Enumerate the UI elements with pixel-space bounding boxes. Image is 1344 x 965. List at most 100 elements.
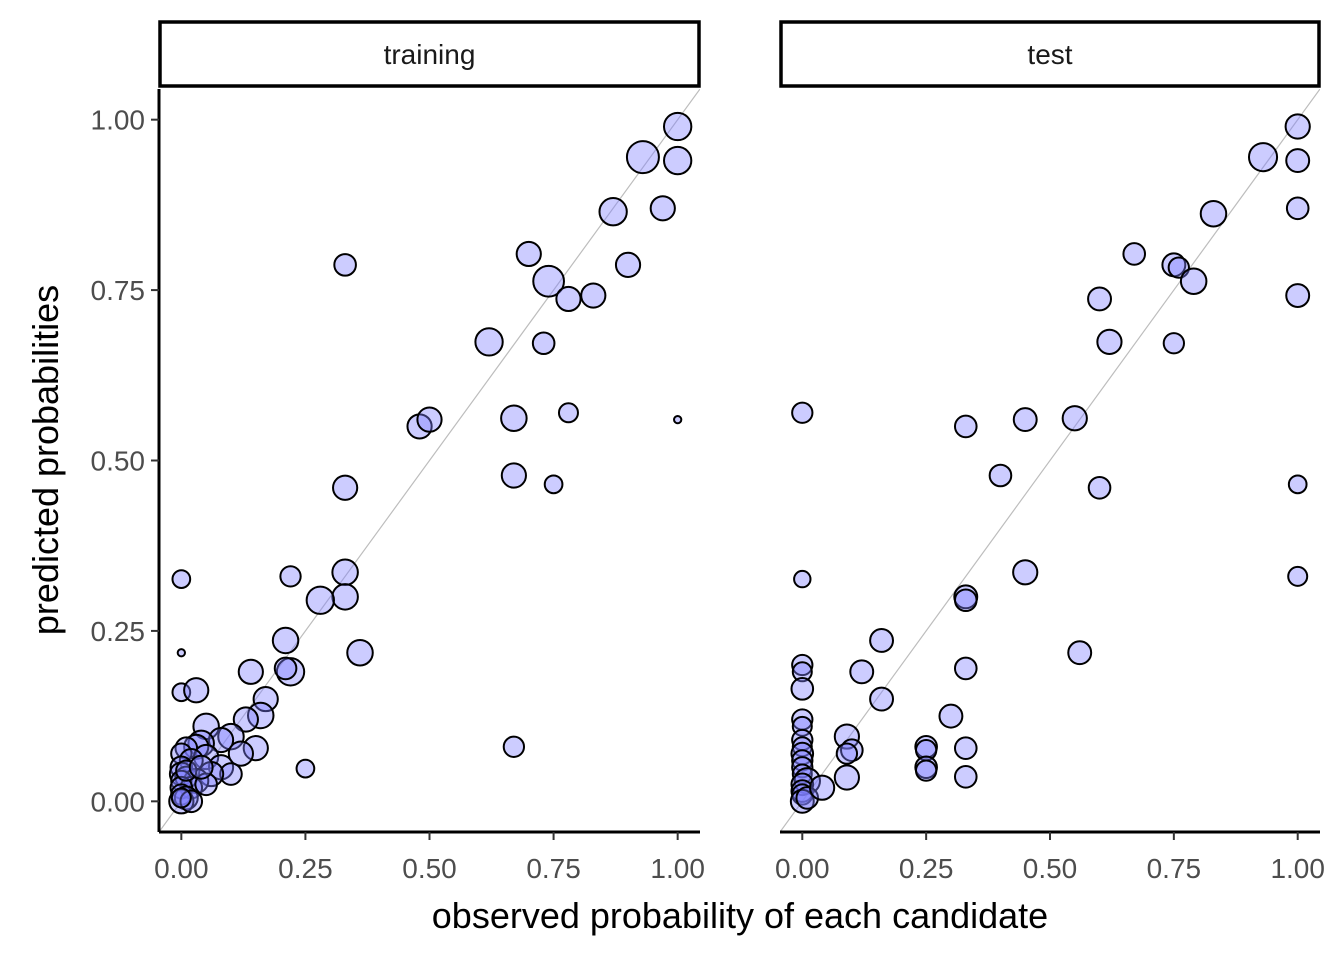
data-point-test <box>869 686 895 712</box>
data-point-training <box>183 677 210 704</box>
data-point-training <box>673 414 683 425</box>
data-point-training <box>500 462 527 489</box>
data-point-test <box>790 677 815 701</box>
points-group-training <box>168 111 693 815</box>
data-point-training <box>474 327 504 357</box>
data-point-test <box>1199 199 1228 228</box>
data-point-training <box>227 740 254 767</box>
data-point-training <box>515 240 542 268</box>
x-tick-label-training: 0.00 <box>154 853 209 884</box>
data-point-training <box>171 569 192 589</box>
data-point-training <box>252 685 279 713</box>
data-point-test <box>835 742 859 765</box>
data-point-test <box>791 653 814 677</box>
data-point-training <box>331 583 359 611</box>
data-point-training <box>331 558 359 587</box>
data-point-test <box>795 786 820 810</box>
data-point-test <box>1122 242 1147 266</box>
data-point-training <box>332 474 359 501</box>
data-point-training <box>207 726 235 754</box>
data-point-test <box>1287 474 1308 495</box>
data-point-test <box>1067 640 1093 666</box>
data-point-test <box>988 463 1013 488</box>
data-point-training <box>232 706 259 733</box>
data-point-test <box>833 723 860 750</box>
y-tick-label: 0.50 <box>91 446 146 477</box>
data-point-training <box>598 197 628 227</box>
data-point-training <box>219 762 243 786</box>
data-point-test <box>953 736 978 760</box>
data-point-test <box>1162 332 1186 355</box>
facet-label-test: test <box>1027 39 1072 70</box>
data-point-test <box>953 656 978 681</box>
data-point-training <box>279 565 302 588</box>
data-point-test <box>1287 565 1309 587</box>
data-point-training <box>346 638 374 667</box>
data-point-test <box>793 569 812 589</box>
data-point-training <box>237 658 264 685</box>
data-point-test <box>1012 559 1039 586</box>
x-tick-label-training: 1.00 <box>650 853 705 884</box>
data-point-training <box>543 474 564 495</box>
data-point-training <box>295 758 316 779</box>
data-point-test <box>1285 148 1311 174</box>
facet-label-training: training <box>384 39 476 70</box>
data-point-training <box>242 735 269 762</box>
x-tick-label-training: 0.25 <box>278 853 333 884</box>
data-point-training <box>531 331 556 356</box>
data-point-training <box>663 111 693 142</box>
data-point-training <box>271 626 300 655</box>
x-tick-label-training: 0.75 <box>526 853 581 884</box>
data-point-test <box>833 764 860 791</box>
data-point-test <box>1247 142 1279 173</box>
data-point-training <box>188 754 214 780</box>
data-point-test <box>938 703 964 729</box>
data-point-training <box>416 406 443 433</box>
data-point-training <box>333 253 357 277</box>
points-group-test <box>789 113 1311 814</box>
data-point-test <box>1096 328 1123 355</box>
data-point-training <box>170 787 192 809</box>
data-point-test <box>914 759 938 782</box>
data-point-test <box>791 661 813 683</box>
data-point-test <box>849 659 875 685</box>
data-point-training <box>500 404 528 432</box>
data-point-test <box>953 414 978 439</box>
data-point-test <box>1087 475 1112 500</box>
data-point-training <box>663 145 693 176</box>
data-point-test <box>1087 286 1112 312</box>
data-point-test <box>1179 267 1208 295</box>
data-point-test <box>869 628 895 653</box>
x-tick-label-test: 0.75 <box>1147 853 1202 884</box>
data-point-test <box>953 764 978 789</box>
diagonal-reference-line-test <box>780 89 1320 832</box>
y-tick-label: 0.75 <box>91 275 146 306</box>
data-point-training <box>273 656 298 681</box>
y-tick-label: 0.00 <box>91 786 146 817</box>
y-tick-label: 0.25 <box>91 616 146 647</box>
data-point-training <box>649 195 676 222</box>
x-tick-label-training: 0.50 <box>402 853 457 884</box>
data-point-training <box>175 759 198 782</box>
data-point-training <box>532 264 565 298</box>
y-axis-label: predicted probabilities <box>25 285 66 635</box>
data-point-training <box>502 735 526 758</box>
data-point-training <box>557 402 579 424</box>
facet-strip-test <box>779 20 1321 88</box>
x-tick-label-test: 0.00 <box>775 853 830 884</box>
data-point-training <box>625 140 660 175</box>
data-point-training <box>555 285 582 313</box>
x-axis-label: observed probability of each candidate <box>432 895 1048 936</box>
data-point-test <box>1285 196 1310 221</box>
facet-strip-training <box>158 20 701 88</box>
data-point-training <box>246 701 275 730</box>
data-point-test <box>1285 283 1311 308</box>
data-point-training <box>580 282 607 309</box>
data-point-training <box>305 585 335 615</box>
data-point-test <box>1061 405 1088 432</box>
data-point-test <box>791 401 814 424</box>
x-tick-label-test: 0.25 <box>899 853 954 884</box>
data-point-test <box>953 588 978 613</box>
x-tick-label-test: 0.50 <box>1023 853 1078 884</box>
